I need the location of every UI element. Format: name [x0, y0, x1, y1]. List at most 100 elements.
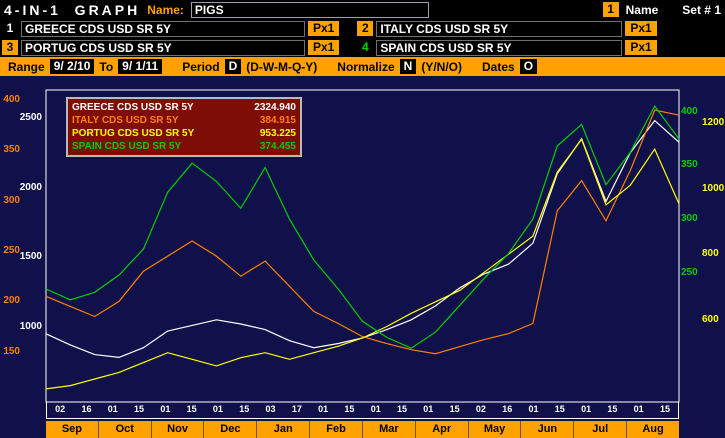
range-label: Range	[8, 59, 45, 74]
day-tick-label: 01	[318, 404, 329, 414]
day-tick-label: 01	[212, 404, 223, 414]
name-input[interactable]: PIGS	[190, 1, 429, 18]
name-label: Name:	[147, 2, 184, 17]
security-4-number: 4	[357, 40, 374, 55]
legend-row-portugal: PORTUG CDS USD SR 5Y 953.225	[72, 127, 296, 140]
security-4-name-field[interactable]: SPAIN CDS USD SR 5Y	[376, 39, 623, 56]
legend-tracker: GREECE CDS USD SR 5Y 2324.940 ITALY CDS …	[66, 97, 302, 157]
legend-series-value: 953.225	[259, 128, 296, 139]
range-to-input[interactable]: 9/ 1/11	[118, 59, 163, 74]
month-label: Aug	[626, 421, 679, 438]
day-tick-label: 15	[239, 404, 250, 414]
day-tick-label: 01	[160, 404, 171, 414]
normalize-label: Normalize	[337, 59, 395, 74]
day-tick-label: 15	[186, 404, 197, 414]
y-axis-tick: 2000	[19, 181, 42, 193]
legend-series-name: SPAIN CDS USD SR 5Y	[72, 141, 182, 152]
security-row-2: 3 PORTUG CDS USD SR 5Y Px1 4 SPAIN CDS U…	[0, 38, 725, 57]
day-tick-label: 15	[397, 404, 408, 414]
series-line-spain	[45, 104, 680, 349]
security-2-number: 2	[357, 21, 374, 36]
plot-canvas	[45, 89, 680, 403]
period-label: Period	[182, 59, 220, 74]
y-axis-tick: 300	[3, 194, 20, 206]
security-3-number: 3	[2, 40, 18, 55]
dates-input[interactable]: O	[519, 59, 538, 74]
security-1-number: 1	[2, 21, 18, 36]
day-tick-label: 01	[370, 404, 381, 414]
security-2-name-field[interactable]: ITALY CDS USD SR 5Y	[376, 20, 623, 37]
day-tick-label: 15	[449, 404, 460, 414]
day-tick-label: 02	[55, 404, 66, 414]
name-column-label: Name	[625, 2, 659, 17]
y-axis-tick: 250	[681, 266, 698, 278]
normalize-options: (Y/N/O)	[421, 59, 462, 74]
y-axis-tick: 200	[3, 295, 20, 307]
y-axis-tick: 1000	[19, 320, 42, 332]
range-from-input[interactable]: 9/ 2/10	[49, 59, 95, 74]
month-label: Jun	[520, 421, 573, 438]
app-title: 4-IN-1 GRAPH	[4, 1, 141, 18]
y-axis-tick: 1200	[702, 116, 725, 128]
y-axis-tick: 300	[681, 213, 698, 225]
y-axis-tick: 350	[681, 159, 698, 171]
chart-area: GREECE CDS USD SR 5Y 2324.940 ITALY CDS …	[0, 76, 725, 438]
period-options: (D-W-M-Q-Y)	[246, 59, 318, 74]
day-tick-label: 01	[528, 404, 539, 414]
legend-row-greece: GREECE CDS USD SR 5Y 2324.940	[72, 101, 296, 114]
series-line-portug	[45, 138, 680, 390]
month-label: Mar	[361, 421, 415, 438]
day-tick-label: 17	[291, 404, 302, 414]
x-axis-month-bar: Sep Oct Nov Dec Jan Feb Mar Apr May Jun Jul Aug	[46, 421, 679, 438]
security-3-name-field[interactable]: PORTUG CDS USD SR 5Y	[21, 39, 305, 56]
legend-series-value: 374.455	[259, 141, 296, 152]
month-label: Jan	[256, 421, 309, 438]
day-tick-label: 15	[659, 404, 670, 414]
legend-row-spain: SPAIN CDS USD SR 5Y 374.455	[72, 140, 296, 153]
month-label: Apr	[414, 421, 468, 438]
legend-row-italy: ITALY CDS USD SR 5Y 384.915	[72, 114, 296, 127]
y-axis-tick: 800	[702, 248, 719, 260]
day-tick-label: 16	[81, 404, 92, 414]
day-tick-label: 01	[423, 404, 434, 414]
range-toolbar: Range 9/ 2/10 To 9/ 1/11 Period D (D-W-M…	[0, 57, 725, 76]
security-2-price-source[interactable]: Px1	[625, 21, 657, 36]
day-tick-label: 02	[475, 404, 486, 414]
y-axis-tick: 1000	[702, 182, 725, 194]
day-tick-label: 15	[134, 404, 145, 414]
day-tick-label: 16	[502, 404, 513, 414]
to-label: To	[99, 59, 114, 74]
security-1-name-field[interactable]: GREECE CDS USD SR 5Y	[21, 20, 305, 37]
y-axis-tick: 1500	[19, 251, 42, 263]
security-1-price-source[interactable]: Px1	[308, 21, 340, 36]
security-3-price-source[interactable]: Px1	[308, 40, 340, 55]
month-label: Feb	[309, 421, 362, 438]
legend-series-name: PORTUG CDS USD SR 5Y	[72, 128, 195, 139]
day-tick-label: 15	[344, 404, 355, 414]
period-input[interactable]: D	[224, 59, 242, 74]
title-bar: 4-IN-1 GRAPH Name: PIGS 1 Name Set # 1	[0, 0, 725, 19]
y-axis-tick: 150	[3, 345, 20, 357]
y-axis-tick: 250	[3, 245, 20, 257]
legend-series-name: ITALY CDS USD SR 5Y	[72, 115, 179, 126]
day-tick-label: 15	[554, 404, 565, 414]
month-label: Sep	[61, 423, 82, 435]
plot-frame	[45, 89, 680, 403]
day-tick-label: 01	[581, 404, 592, 414]
month-label: Dec	[203, 421, 256, 438]
legend-series-value: 384.915	[259, 115, 296, 126]
day-tick-label: 01	[633, 404, 644, 414]
month-label: May	[467, 421, 521, 438]
y-axis-tick: 350	[3, 144, 20, 156]
security-row-1: 1 GREECE CDS USD SR 5Y Px1 2 ITALY CDS U…	[0, 19, 725, 38]
x-axis-day-ticks: 02 16 01 15 01 15 01 15 03 17 01 15 01 15 01 15 02 16 01 15…	[46, 402, 679, 419]
y-axis-tick: 400	[3, 94, 20, 106]
day-tick-label: 01	[107, 404, 118, 414]
y-axis-tick: 400	[681, 105, 698, 117]
normalize-input[interactable]: N	[399, 59, 417, 74]
security-4-price-source[interactable]: Px1	[625, 40, 657, 55]
legend-series-name: GREECE CDS USD SR 5Y	[72, 102, 194, 113]
y-axis-tick: 2500	[19, 111, 42, 123]
set-number-label: Set # 1	[682, 2, 721, 17]
month-label: Nov	[150, 421, 204, 438]
